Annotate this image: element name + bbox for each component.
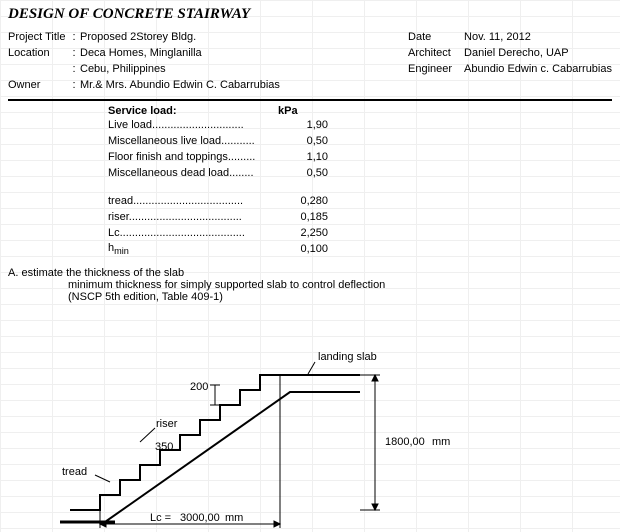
load-row: riser...................................… [108,209,612,225]
section-a-sub1: minimum thickness for simply supported s… [68,279,612,291]
stairway-diagram: 200 riser 350 tread landing slab Lc = 30… [60,350,560,530]
lc-label: Lc = [150,512,171,524]
load-value: 0,50 [278,135,328,147]
load-value: 0,50 [278,167,328,179]
value-owner: Mr.& Mrs. Abundio Edwin C. Cabarrubias [80,79,280,91]
value-location-2: Cebu, Philippines [80,63,166,75]
load-name: Miscellaneous dead load........ [108,167,278,179]
load-row: Miscellaneous live load...........0,50 [108,133,612,149]
height-value: 1800,00 [385,436,425,448]
colon: : [68,31,80,43]
label-location: Location [8,47,68,59]
load-row: Live load..............................1… [108,117,612,133]
load-row: hmin0,100 [108,241,612,257]
load-name: tread...................................… [108,195,278,207]
landing-slab-label: landing slab [318,351,377,363]
load-value: 0,185 [278,211,328,223]
label-project-title: Project Title [8,31,68,43]
riser-label: riser [156,418,178,430]
load-value: 0,280 [278,195,328,207]
header-left: Project Title : Proposed 2Storey Bldg. L… [8,29,308,93]
colon: : [68,79,80,91]
section-a-sub2: (NSCP 5th edition, Table 409-1) [68,291,612,303]
label-architect: Architect [408,47,464,59]
loads-header: Service load: [108,105,278,117]
tread-label: tread [62,466,87,478]
load-row: Miscellaneous dead load........0,50 [108,165,612,181]
load-row: Floor finish and toppings.........1,10 [108,149,612,165]
load-name: Live load.............................. [108,119,278,131]
colon: : [68,63,80,75]
load-name: hmin [108,242,278,256]
load-row: tread...................................… [108,193,612,209]
load-value: 0,100 [278,243,328,255]
load-value: 1,90 [278,119,328,131]
lc-value: 3000,00 [180,512,220,524]
sheet-content: DESIGN OF CONCRETE STAIRWAY Project Titl… [0,0,620,303]
value-date: Nov. 11, 2012 [464,31,531,43]
value-architect: Daniel Derecho, UAP [464,47,569,59]
label-engineer: Engineer [408,63,464,75]
lc-unit: mm [225,512,243,524]
load-name: Lc......................................… [108,227,278,239]
loads-unit: kPa [278,105,328,117]
divider [8,99,612,101]
section-a: A. estimate the thickness of the slab mi… [8,267,612,303]
value-project-title: Proposed 2Storey Bldg. [80,31,196,43]
page-title: DESIGN OF CONCRETE STAIRWAY [8,6,612,29]
value-location-1: Deca Homes, Minglanilla [80,47,202,59]
label-owner: Owner [8,79,68,91]
load-row: Lc......................................… [108,225,612,241]
load-name: Floor finish and toppings......... [108,151,278,163]
load-value: 1,10 [278,151,328,163]
load-value: 2,250 [278,227,328,239]
step-200: 200 [190,381,208,393]
service-loads-table: Service load: kPa Live load.............… [108,105,612,257]
header-right: Date Nov. 11, 2012 Architect Daniel Dere… [408,29,612,93]
load-name: riser...................................… [108,211,278,223]
header-block: Project Title : Proposed 2Storey Bldg. L… [8,29,612,93]
load-name: Miscellaneous live load........... [108,135,278,147]
run-350: 350 [155,441,173,453]
section-a-heading: A. estimate the thickness of the slab [8,267,612,279]
label-date: Date [408,31,464,43]
value-engineer: Abundio Edwin c. Cabarrubias [464,63,612,75]
height-unit: mm [432,436,450,448]
colon: : [68,47,80,59]
